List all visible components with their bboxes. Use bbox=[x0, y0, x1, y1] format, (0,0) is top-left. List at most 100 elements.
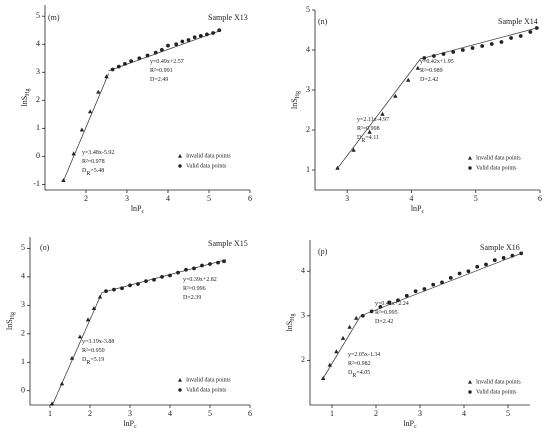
axes bbox=[29, 237, 250, 406]
y-tick-label: -1 bbox=[33, 179, 40, 188]
annotation-part: R bbox=[352, 373, 356, 379]
circle-marker bbox=[422, 287, 427, 291]
annotation-part: =4.11 bbox=[365, 135, 379, 141]
annotation: R²=0.982 bbox=[348, 361, 371, 367]
circle-marker bbox=[387, 300, 392, 305]
y-tick-label: 1 bbox=[306, 165, 310, 174]
x-tick-label: 4 bbox=[168, 409, 172, 418]
y-tick-label: 5 bbox=[21, 243, 25, 252]
circle-marker bbox=[192, 35, 197, 40]
x-axis-label: lnPc bbox=[123, 419, 137, 431]
circle-marker bbox=[451, 50, 456, 54]
x-tick-label: 6 bbox=[538, 194, 542, 203]
annotation-part: D bbox=[82, 168, 87, 174]
y-tick-label: 3 bbox=[36, 67, 40, 76]
annotation: R²=0.998 bbox=[357, 126, 380, 132]
circle-marker bbox=[519, 251, 524, 256]
x-tick-label: 1 bbox=[48, 409, 52, 418]
y-tick-label: 3 bbox=[301, 311, 305, 320]
annotation: DR=4.05 bbox=[348, 370, 370, 379]
x-tick-label: 4 bbox=[409, 194, 413, 203]
panel-label: (o) bbox=[40, 243, 50, 252]
annotation: y=0.39x+2.82 bbox=[183, 277, 217, 283]
circle-marker bbox=[136, 282, 140, 286]
annotation: R²=0.996 bbox=[183, 286, 206, 292]
x-tick-label: 3 bbox=[418, 409, 422, 418]
circle-marker bbox=[475, 264, 480, 269]
annotation-part: D=2.49 bbox=[150, 77, 168, 83]
triangle-marker bbox=[340, 335, 346, 340]
triangle-marker bbox=[351, 147, 356, 152]
legend-label: Invalid data points bbox=[476, 155, 521, 161]
circle-marker bbox=[404, 293, 409, 298]
circle-marker bbox=[168, 273, 172, 278]
circle-marker bbox=[499, 40, 504, 44]
annotation-part: R²=0.978 bbox=[82, 159, 105, 165]
triangle-marker bbox=[334, 349, 339, 354]
x-tick-label: 1 bbox=[330, 409, 334, 418]
circle-marker bbox=[360, 313, 365, 318]
circle-marker bbox=[489, 42, 494, 46]
legend-label: Valid data points bbox=[186, 387, 227, 393]
x-tick-label: 5 bbox=[506, 409, 510, 418]
circle-marker bbox=[166, 43, 170, 48]
triangle-marker bbox=[468, 156, 472, 160]
circle-marker bbox=[178, 164, 182, 168]
annotation: R²=0.950 bbox=[82, 348, 105, 354]
x-axis-label: lnPc bbox=[403, 419, 417, 431]
circle-marker bbox=[222, 259, 226, 264]
circle-marker bbox=[144, 279, 148, 284]
circle-marker bbox=[534, 26, 539, 30]
triangle-marker bbox=[104, 74, 109, 79]
x-tick-label: 2 bbox=[84, 194, 88, 203]
annotation-part: y=2.11x-4.97 bbox=[357, 117, 389, 123]
y-axis-label-part: lnS bbox=[290, 98, 299, 109]
y-axis-label-part: Hg bbox=[290, 313, 296, 320]
triangle-marker bbox=[468, 380, 472, 384]
annotation-part: R²=0.996 bbox=[183, 286, 206, 292]
annotation-part: =5.19 bbox=[90, 357, 104, 363]
annotation: DR=5.19 bbox=[82, 357, 104, 366]
axes bbox=[309, 240, 530, 406]
annotation-part: R²=0.982 bbox=[348, 361, 371, 367]
annotation: D=2.42 bbox=[375, 319, 393, 325]
circle-marker bbox=[217, 28, 222, 33]
triangle-marker bbox=[178, 378, 182, 382]
circle-marker bbox=[431, 282, 436, 287]
annotation: DR=5.48 bbox=[82, 168, 104, 177]
y-axis-label-part: Hg bbox=[10, 312, 16, 319]
circle-marker bbox=[501, 255, 506, 260]
panel-label: (m) bbox=[48, 13, 60, 22]
y-axis-label-part: lnS bbox=[5, 319, 14, 330]
circle-marker bbox=[468, 390, 472, 394]
annotation-part: D=2.42 bbox=[420, 77, 438, 83]
annotation-part: =5.48 bbox=[90, 168, 104, 174]
circle-marker bbox=[460, 48, 465, 52]
y-tick-label: 1 bbox=[36, 123, 40, 132]
annotation: y=0.42x+1.95 bbox=[420, 59, 454, 65]
triangle-marker bbox=[96, 89, 101, 94]
x-tick-label: 2 bbox=[88, 409, 92, 418]
triangle-marker bbox=[380, 111, 385, 116]
sample-title: Sample X16 bbox=[480, 243, 520, 252]
x-axis-label-part: lnP bbox=[403, 419, 414, 428]
triangle-marker bbox=[178, 154, 182, 158]
triangle-marker bbox=[87, 109, 93, 114]
x-axis-label-part: lnP bbox=[123, 419, 134, 428]
annotation: y=2.05x-1.34 bbox=[348, 352, 380, 358]
circle-marker bbox=[112, 287, 116, 292]
circle-marker bbox=[466, 269, 471, 274]
x-axis-label: lnPc bbox=[411, 204, 425, 216]
x-axis-label-part: c bbox=[414, 424, 417, 430]
circle-marker bbox=[186, 38, 191, 42]
circle-marker bbox=[160, 274, 164, 279]
circle-marker bbox=[176, 270, 180, 275]
y-axis-label: lnSHg bbox=[290, 91, 302, 109]
x-tick-label: 5 bbox=[474, 194, 478, 203]
circle-marker bbox=[104, 289, 108, 293]
fit-line bbox=[108, 29, 222, 72]
annotation: DR=4.11 bbox=[357, 135, 379, 144]
fit-line bbox=[63, 73, 109, 181]
circle-marker bbox=[159, 47, 164, 52]
